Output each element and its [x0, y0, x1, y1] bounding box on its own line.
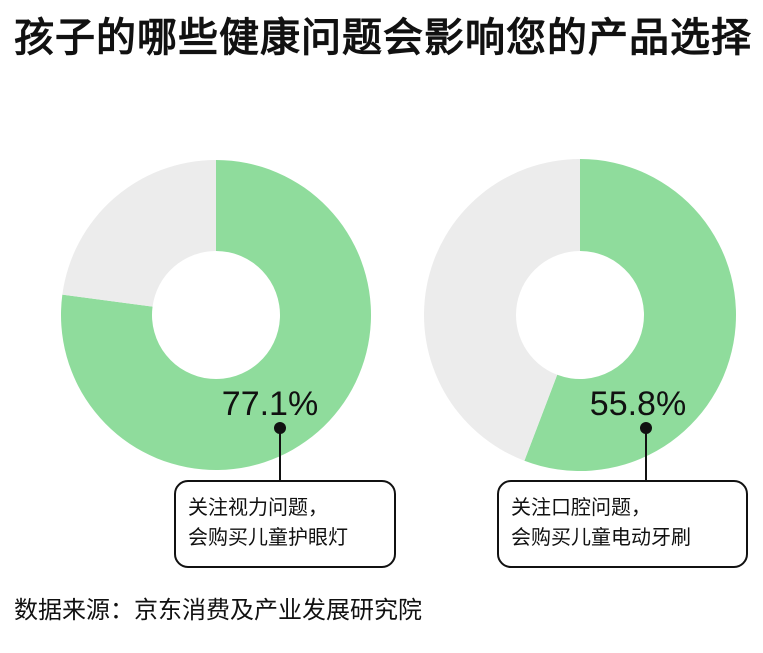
- donut-chart-vision: [60, 160, 371, 470]
- data-label-oral: 55.8%: [590, 385, 686, 423]
- donut-chart-oral: [423, 158, 736, 471]
- annotation-line: 会购买儿童电动牙刷: [511, 525, 691, 549]
- data-label-vision: 77.1%: [222, 385, 318, 423]
- annotation-box-vision: 关注视力问题， 会购买儿童护眼灯: [174, 480, 396, 568]
- chart-title: 孩子的哪些健康问题会影响您的产品选择: [14, 15, 752, 61]
- annotation-line: 关注视力问题，: [188, 495, 328, 519]
- annotation-line: 会购买儿童护眼灯: [188, 525, 348, 549]
- donut-slice-remainder: [423, 158, 580, 461]
- donut-slice-highlight: [60, 160, 371, 470]
- donut-slice-remainder: [62, 160, 216, 307]
- donut-slice-highlight: [524, 159, 736, 471]
- source-note: 数据来源：京东消费及产业发展研究院: [14, 596, 422, 624]
- annotation-line: 关注口腔问题，: [511, 495, 651, 519]
- annotation-box-oral: 关注口腔问题， 会购买儿童电动牙刷: [497, 480, 748, 568]
